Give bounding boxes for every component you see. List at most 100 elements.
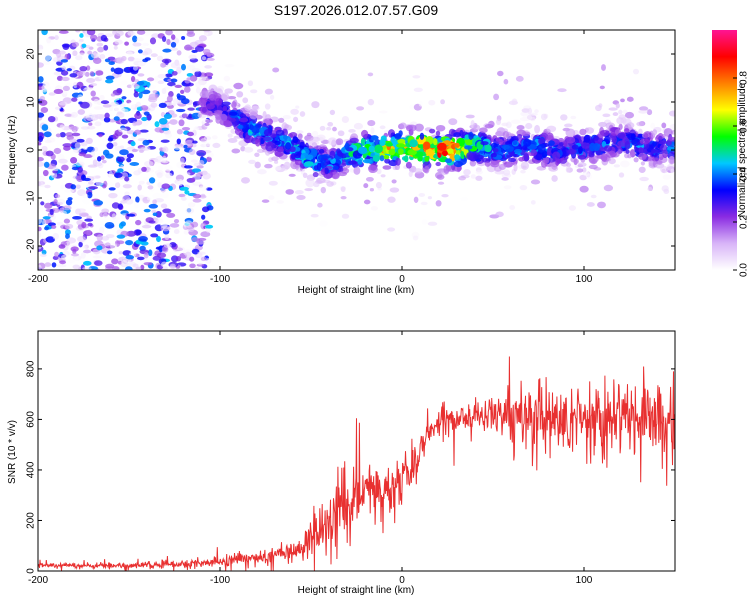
spectrogram-cell (38, 226, 42, 232)
spectrogram-cell (46, 37, 52, 44)
spectrogram-cell (142, 139, 150, 146)
spectrogram-cell (71, 41, 80, 48)
spectrogram-cell (618, 109, 623, 115)
spectrogram-cell (184, 251, 192, 258)
spectrogram-cell (503, 185, 512, 190)
spectrogram-cell (379, 138, 386, 147)
spectrogram-cell (98, 133, 103, 138)
spectrogram-cell (72, 215, 82, 220)
spectrogram-cell (179, 186, 189, 191)
spectrogram-cell (403, 155, 409, 163)
spectrogram-cell (110, 242, 118, 250)
spectrogram-cell (669, 156, 675, 164)
spectrogram-cell (379, 125, 386, 130)
x-tick-label: -100 (210, 274, 230, 285)
spectrogram-cell (107, 182, 116, 186)
spectrogram-cell (646, 109, 653, 116)
spectrogram-cell (365, 176, 374, 182)
spectrogram-cell (174, 84, 183, 89)
spectrogram-cell (203, 30, 211, 33)
spectrogram-cell (164, 164, 173, 172)
spectrogram-cell (295, 105, 300, 109)
spectrogram-cell (53, 198, 58, 205)
spectrogram-cell (79, 33, 84, 38)
spectrogram-cell (171, 70, 178, 76)
spectrogram-cell (585, 127, 595, 134)
spectrogram-cell (243, 147, 254, 153)
spectrogram-cell (140, 39, 149, 47)
spectrogram-cell (99, 212, 104, 218)
spectrogram-cell (100, 34, 108, 42)
spectrogram-cell (77, 166, 83, 173)
colorbar-tick-label: 0.2 (739, 215, 750, 229)
spectrogram-cell (148, 220, 156, 224)
spectrogram-cell (305, 178, 315, 188)
spectrogram-cell (66, 68, 72, 72)
spectrogram-cell (627, 154, 632, 159)
spectrogram-cell (133, 91, 139, 98)
spectrogram-cell (311, 101, 320, 109)
spectrogram-cell (95, 175, 101, 179)
spectrogram-cell (160, 221, 168, 229)
spectrogram-cell (473, 124, 481, 131)
spectrogram-cell (326, 181, 334, 187)
spectrogram-cell (501, 144, 510, 150)
spectrogram-cell (85, 113, 94, 121)
spectrogram-cell (114, 39, 123, 45)
spectrogram-cell (95, 161, 103, 167)
spectrogram-cell (170, 47, 179, 51)
spectrogram-cell (118, 251, 124, 255)
spectrogram-cell (152, 90, 158, 94)
spectrogram-cell (551, 175, 558, 182)
spectrogram-cell (130, 75, 136, 83)
spectrogram-cell (326, 126, 332, 131)
spectrogram-cell (503, 169, 511, 176)
spectrogram-cell (297, 133, 303, 140)
spectrogram-cell (546, 147, 551, 156)
spectrogram-cell (52, 232, 59, 240)
spectrogram-cell (80, 252, 86, 259)
spectrogram-cell (274, 148, 284, 158)
spectrogram-cell (538, 137, 546, 145)
spectrogram-cell (197, 99, 207, 106)
spectrogram-cell (87, 181, 94, 185)
spectrogram-cell (43, 202, 53, 209)
spectrogram-cell (160, 261, 168, 268)
spectrogram-cell (99, 220, 105, 226)
spectrogram-cell (580, 142, 591, 149)
spectrogram-cell (154, 121, 160, 128)
spectrogram-cell (652, 129, 658, 136)
spectrogram-cell (337, 171, 348, 177)
spectrogram-cell (197, 237, 207, 241)
spectrogram-cell (95, 70, 104, 76)
spectrogram-cell (82, 249, 92, 254)
y-tick-label: -10 (26, 190, 37, 205)
spectrogram-cell (231, 100, 237, 109)
spectrogram-cell (151, 209, 157, 214)
spectrogram-cell (64, 188, 75, 193)
spectrogram-cell (75, 30, 81, 33)
spectrogram-cell (321, 154, 331, 159)
spectrogram-cell (160, 203, 168, 209)
spectrogram-cell (603, 145, 613, 152)
spectrogram-cell (370, 152, 376, 157)
spectrogram-cell (453, 132, 462, 138)
spectrogram-cell (269, 94, 275, 100)
spectrogram-cell (470, 174, 476, 179)
spectrogram-cell (224, 63, 235, 68)
spectrogram-cell (135, 219, 142, 226)
spectrogram-cell (125, 198, 134, 205)
spectrogram-cell (86, 30, 96, 36)
spectrogram-cell (636, 121, 645, 127)
spectrogram-cell (195, 86, 201, 94)
spectrogram-cell (87, 222, 93, 227)
spectrogram-cell (296, 130, 304, 134)
spectrogram-cell (561, 147, 570, 157)
spectrogram-cell (108, 170, 113, 178)
spectrogram-cell (169, 223, 180, 228)
spectrogram-cell (113, 116, 120, 121)
spectrogram-cell (460, 197, 469, 202)
spectrogram-cell (206, 103, 215, 110)
spectrogram-cell (388, 148, 396, 156)
spectrogram-cell (134, 112, 142, 120)
